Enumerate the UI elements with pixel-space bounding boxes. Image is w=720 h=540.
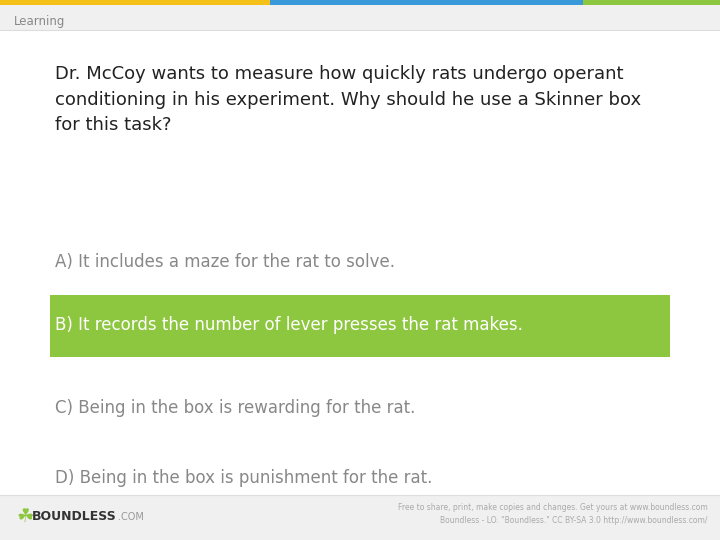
Text: D) Being in the box is punishment for the rat.: D) Being in the box is punishment for th… <box>55 469 433 487</box>
Text: A) It includes a maze for the rat to solve.: A) It includes a maze for the rat to sol… <box>55 253 395 271</box>
Text: C) Being in the box is rewarding for the rat.: C) Being in the box is rewarding for the… <box>55 399 415 417</box>
Text: B) It records the number of lever presses the rat makes.: B) It records the number of lever presse… <box>55 316 523 334</box>
Text: Learning: Learning <box>14 16 66 29</box>
Bar <box>583 0 720 5</box>
Bar <box>0 495 720 540</box>
Bar <box>0 0 270 5</box>
Bar <box>270 0 583 5</box>
Bar <box>50 295 670 357</box>
Bar <box>0 0 720 30</box>
Text: ☘: ☘ <box>16 508 34 526</box>
Text: Free to share, print, make copies and changes. Get yours at www.boundless.com
Bo: Free to share, print, make copies and ch… <box>398 503 708 525</box>
Text: .COM: .COM <box>118 512 144 522</box>
Text: Dr. McCoy wants to measure how quickly rats undergo operant
conditioning in his : Dr. McCoy wants to measure how quickly r… <box>55 65 641 134</box>
Text: BOUNDLESS: BOUNDLESS <box>32 510 117 523</box>
